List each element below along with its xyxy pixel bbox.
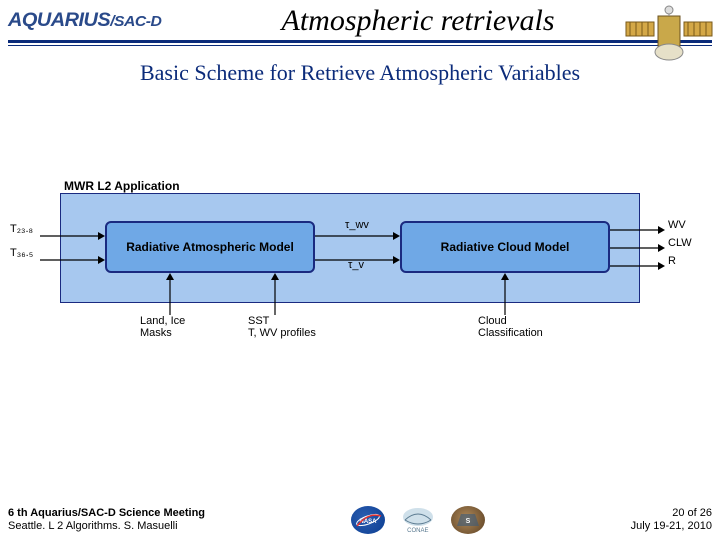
label-clw: CLW [668,237,692,249]
label-r: R [668,255,676,267]
page-number: 20 of 26 [631,507,712,521]
label-tau-wv: τ_wv [345,219,369,231]
arrow-cloud-class [500,273,510,315]
arrow-land-ice [165,273,175,315]
arrow-wv [610,225,665,235]
logo-right: /SAC-D [110,13,161,30]
subtitle: Basic Scheme for Retrieve Atmospheric Va… [0,60,720,86]
arrow-r [610,261,665,271]
arrow-clw [610,243,665,253]
app-box-title: MWR L2 Application [64,179,180,193]
satellite-icon [624,2,714,64]
header: AQUARIUS/SAC-D Atmospheric retrievals [0,0,720,38]
label-tau-v: τ_v [348,259,364,271]
arrow-sst [270,273,280,315]
diagram: MWR L2 Application Radiative Atmospheric… [10,175,710,355]
conae-logo-icon: CONAE [401,506,435,534]
arrow-t23 [40,231,105,241]
label-t36: T₃₆.₅ [10,247,33,259]
arrow-tau-wv [315,231,400,241]
footer-location: Seattle. L 2 Algorithms. S. Masuelli [8,520,205,534]
block-radiative-atm: Radiative Atmospheric Model [105,221,315,273]
label-land-ice: Land, Ice Masks [140,315,185,339]
footer: 6 th Aquarius/SAC-D Science Meeting Seat… [0,506,720,534]
label-wv: WV [668,219,686,231]
footer-meeting: 6 th Aquarius/SAC-D Science Meeting [8,507,205,521]
label-t23: T₂₃.₈ [10,223,33,235]
footer-right: 20 of 26 July 19-21, 2010 [631,507,712,535]
label-cloud-class: Cloud Classification [478,315,543,339]
footer-left: 6 th Aquarius/SAC-D Science Meeting Seat… [8,507,205,535]
logo-left: AQUARIUS [8,10,110,31]
footer-logos: NASA CONAE S [205,506,631,534]
label-sst: SST T, WV profiles [248,315,316,339]
nasa-logo-icon: NASA [351,506,385,534]
block-radiative-cloud: Radiative Cloud Model [400,221,610,273]
title-underline [8,40,712,46]
logo: AQUARIUS/SAC-D [8,10,161,32]
footer-date: July 19-21, 2010 [631,520,712,534]
arrow-t36 [40,255,105,265]
third-logo-icon: S [451,506,485,534]
svg-text:S: S [466,518,471,525]
